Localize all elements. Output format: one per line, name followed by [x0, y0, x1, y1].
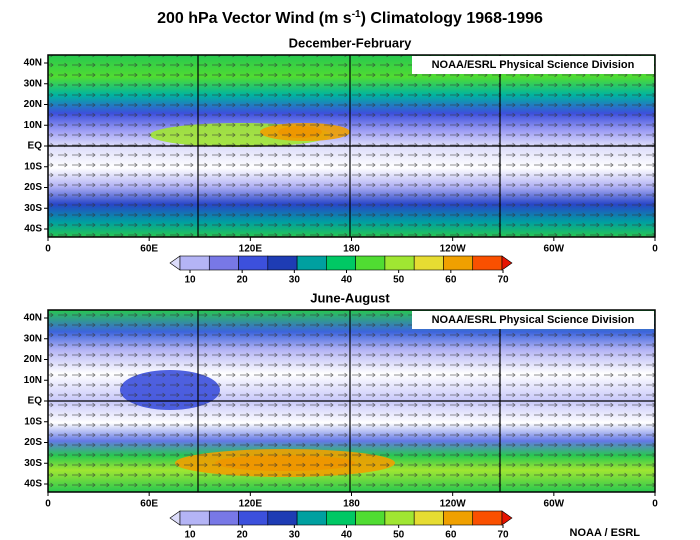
colorbar-swatch [413, 255, 444, 271]
map-panel: June-August NOAA/ESRL Physical Science Di… [24, 290, 659, 540]
title-superscript: -1 [352, 9, 361, 20]
colorbar-swatch [384, 510, 415, 526]
colorbar-swatch [443, 510, 474, 526]
colorbar-swatch [472, 255, 503, 271]
colorbar-label: 10 [184, 530, 196, 540]
lon-label: 60W [544, 499, 565, 510]
colorbar-swatch [208, 255, 239, 271]
lat-label: 40S [24, 224, 42, 235]
colorbar-end [501, 510, 513, 526]
colorbar-label: 20 [237, 275, 249, 286]
colorbar-swatch [355, 255, 386, 271]
colorbar-swatch [443, 255, 474, 271]
colorbar-swatch [296, 255, 327, 271]
colorbar-swatch [267, 510, 298, 526]
lat-label: 40N [24, 58, 42, 69]
lon-label: 0 [45, 499, 51, 510]
figure-title: 200 hPa Vector Wind (m s-1) Climatology … [157, 9, 543, 28]
lon-label: 120W [440, 244, 467, 255]
lon-label: 120W [440, 499, 467, 510]
colorbar-label: 60 [445, 530, 457, 540]
lat-label: EQ [28, 396, 43, 407]
lat-label: 40S [24, 479, 42, 490]
lat-label: 30S [24, 203, 42, 214]
colorbar-swatch [238, 510, 269, 526]
lon-label: 120E [239, 499, 263, 510]
colorbar-end [169, 510, 181, 526]
lat-label: 30N [24, 333, 42, 344]
colorbar-swatch [238, 255, 269, 271]
panel-subtitle: June-August [310, 290, 390, 305]
colorbar-label: 40 [341, 275, 353, 286]
lon-label: 60E [140, 499, 158, 510]
lat-label: 20S [24, 437, 42, 448]
lon-label: 0 [45, 244, 51, 255]
colorbar-label: 50 [393, 530, 405, 540]
lon-label: 180 [343, 499, 360, 510]
colorbar-label: 70 [497, 275, 509, 286]
colorbar-label: 70 [497, 530, 509, 540]
footer: NOAA / ESRL [570, 527, 641, 539]
colorbar-end [501, 255, 513, 271]
credit-box [412, 311, 654, 329]
colorbar-swatch [296, 510, 327, 526]
lon-label: 120E [239, 244, 263, 255]
colorbar-swatch [413, 510, 444, 526]
colorbar-swatch [179, 510, 210, 526]
lon-label: 180 [343, 244, 360, 255]
colorbar-label: 30 [289, 530, 301, 540]
lat-label: EQ [28, 141, 43, 152]
colorbar-label: 60 [445, 275, 457, 286]
lat-label: 20S [24, 182, 42, 193]
lat-label: 20N [24, 99, 42, 110]
colorbar-swatch [179, 255, 210, 271]
colorbar-swatch [472, 510, 503, 526]
colorbar-swatch [267, 255, 298, 271]
colorbar-swatch [384, 255, 415, 271]
colorbar-swatch [326, 255, 356, 271]
colorbar-swatch [326, 510, 356, 526]
lon-label: 0 [652, 244, 658, 255]
lat-label: 30S [24, 458, 42, 469]
lat-label: 20N [24, 354, 42, 365]
colorbar-label: 30 [289, 275, 301, 286]
lon-label: 60W [544, 244, 565, 255]
colorbar-swatch [355, 510, 386, 526]
colorbar-label: 40 [341, 530, 353, 540]
lon-label: 60E [140, 244, 158, 255]
title-text: 200 hPa Vector Wind (m s [157, 10, 352, 27]
panel-credit: NOAA/ESRL Physical Science Division [432, 314, 635, 326]
panel-credit: NOAA/ESRL Physical Science Division [432, 59, 635, 71]
lat-label: 10N [24, 120, 42, 131]
lat-label: 40N [24, 313, 42, 324]
colorbar-label: 20 [237, 530, 249, 540]
lat-label: 30N [24, 78, 42, 89]
credit-box [412, 56, 654, 74]
colorbar-label: 10 [184, 275, 196, 286]
lat-label: 10N [24, 375, 42, 386]
panel-subtitle: December-February [289, 35, 413, 50]
lat-label: 10S [24, 161, 42, 172]
map-panel: December-February NOAA/ESRL Physical Scie… [24, 35, 659, 285]
title-text-after: ) Climatology 1968-1996 [361, 10, 543, 27]
colorbar-end [169, 255, 181, 271]
colorbar-label: 50 [393, 275, 405, 286]
colorbar-swatch [208, 510, 239, 526]
lon-label: 0 [652, 499, 658, 510]
lat-label: 10S [24, 416, 42, 427]
